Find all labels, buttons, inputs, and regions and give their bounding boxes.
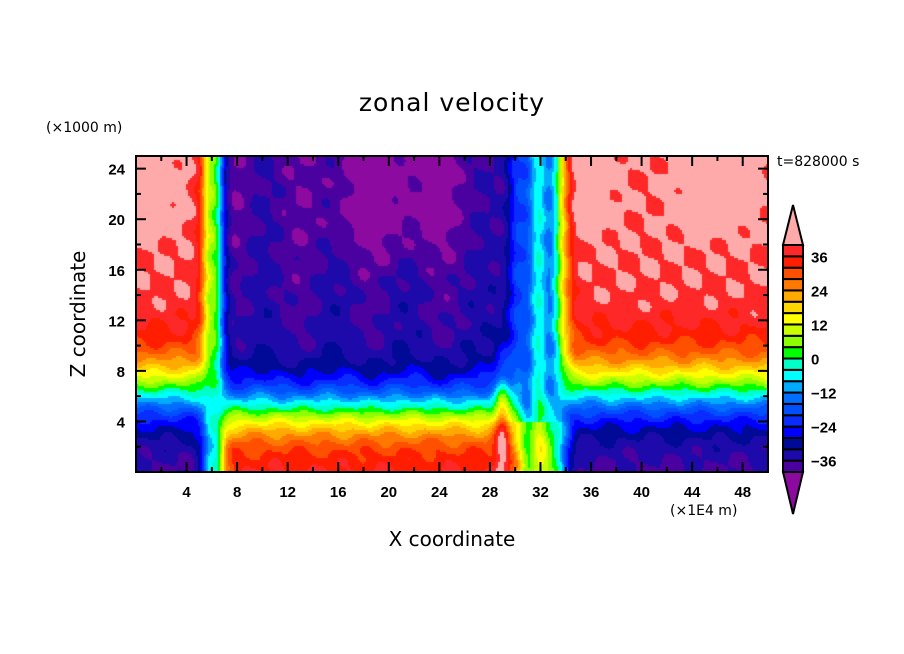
x-tick-label: 48 <box>734 484 751 501</box>
y-tick-label: 24 <box>108 162 125 179</box>
colorbar-box <box>782 436 804 451</box>
colorbar-box <box>782 391 804 405</box>
colorbar-box <box>782 380 804 394</box>
colorbar-box <box>782 266 804 281</box>
x-tick-label: 24 <box>431 484 448 501</box>
x-axis-label-text: X coordinate <box>388 527 516 551</box>
colorbar-label: 0 <box>811 352 819 369</box>
colorbar-box <box>782 323 804 337</box>
x-tick-label: 36 <box>583 484 600 501</box>
colorbar-box <box>782 278 804 292</box>
colorbar-box <box>782 244 804 258</box>
colorbar-label: 24 <box>811 283 828 300</box>
x-tick-label: 32 <box>532 484 549 501</box>
colorbar-box <box>782 346 804 360</box>
x-tick-label: 40 <box>633 484 650 501</box>
colorbar-box <box>782 334 804 349</box>
colorbar-box <box>782 425 804 439</box>
x-tick-label: 16 <box>330 484 347 501</box>
colorbar-box <box>782 368 804 383</box>
y-tick-label: 16 <box>108 263 125 280</box>
colorbar-box <box>782 300 804 315</box>
colorbar-label: −12 <box>811 386 836 403</box>
colorbar-box <box>782 402 804 417</box>
chart-title: zonal velocity <box>358 88 546 117</box>
x-tick-label: 28 <box>482 484 499 501</box>
colorbar-label: 12 <box>811 317 828 334</box>
x-tick-label: 12 <box>279 484 296 501</box>
colorbar-label: −24 <box>811 420 837 437</box>
colorbar-box <box>782 414 804 428</box>
colorbar-box <box>782 255 804 269</box>
contour-field <box>136 156 768 472</box>
x-axis-unit: (×1E4 m) <box>670 503 738 519</box>
y-tick-label: 12 <box>108 313 125 330</box>
x-tick-label: 8 <box>233 484 241 501</box>
y-tick-label: 20 <box>108 212 125 229</box>
plot-frame <box>135 155 769 473</box>
colorbar-label: 36 <box>811 249 828 266</box>
y-tick-label: 8 <box>117 364 125 381</box>
colorbar-box <box>782 357 804 371</box>
colorbar-box <box>782 448 804 462</box>
colorbar-box <box>782 312 804 326</box>
colorbar-box <box>782 289 804 303</box>
colorbar-over-triangle <box>781 204 805 246</box>
x-axis-label: X coordinate <box>0 527 904 551</box>
x-tick-label: 44 <box>684 484 701 501</box>
colorbar-label: −36 <box>811 454 836 471</box>
y-tick-label: 4 <box>117 414 126 431</box>
colorbar-under-triangle <box>781 471 805 515</box>
x-tick-label: 20 <box>380 484 397 501</box>
time-annotation: t=828000 s <box>777 154 860 170</box>
colorbar-box <box>782 459 804 473</box>
y-axis-unit: (×1000 m) <box>46 120 123 136</box>
x-tick-label: 4 <box>182 484 191 501</box>
